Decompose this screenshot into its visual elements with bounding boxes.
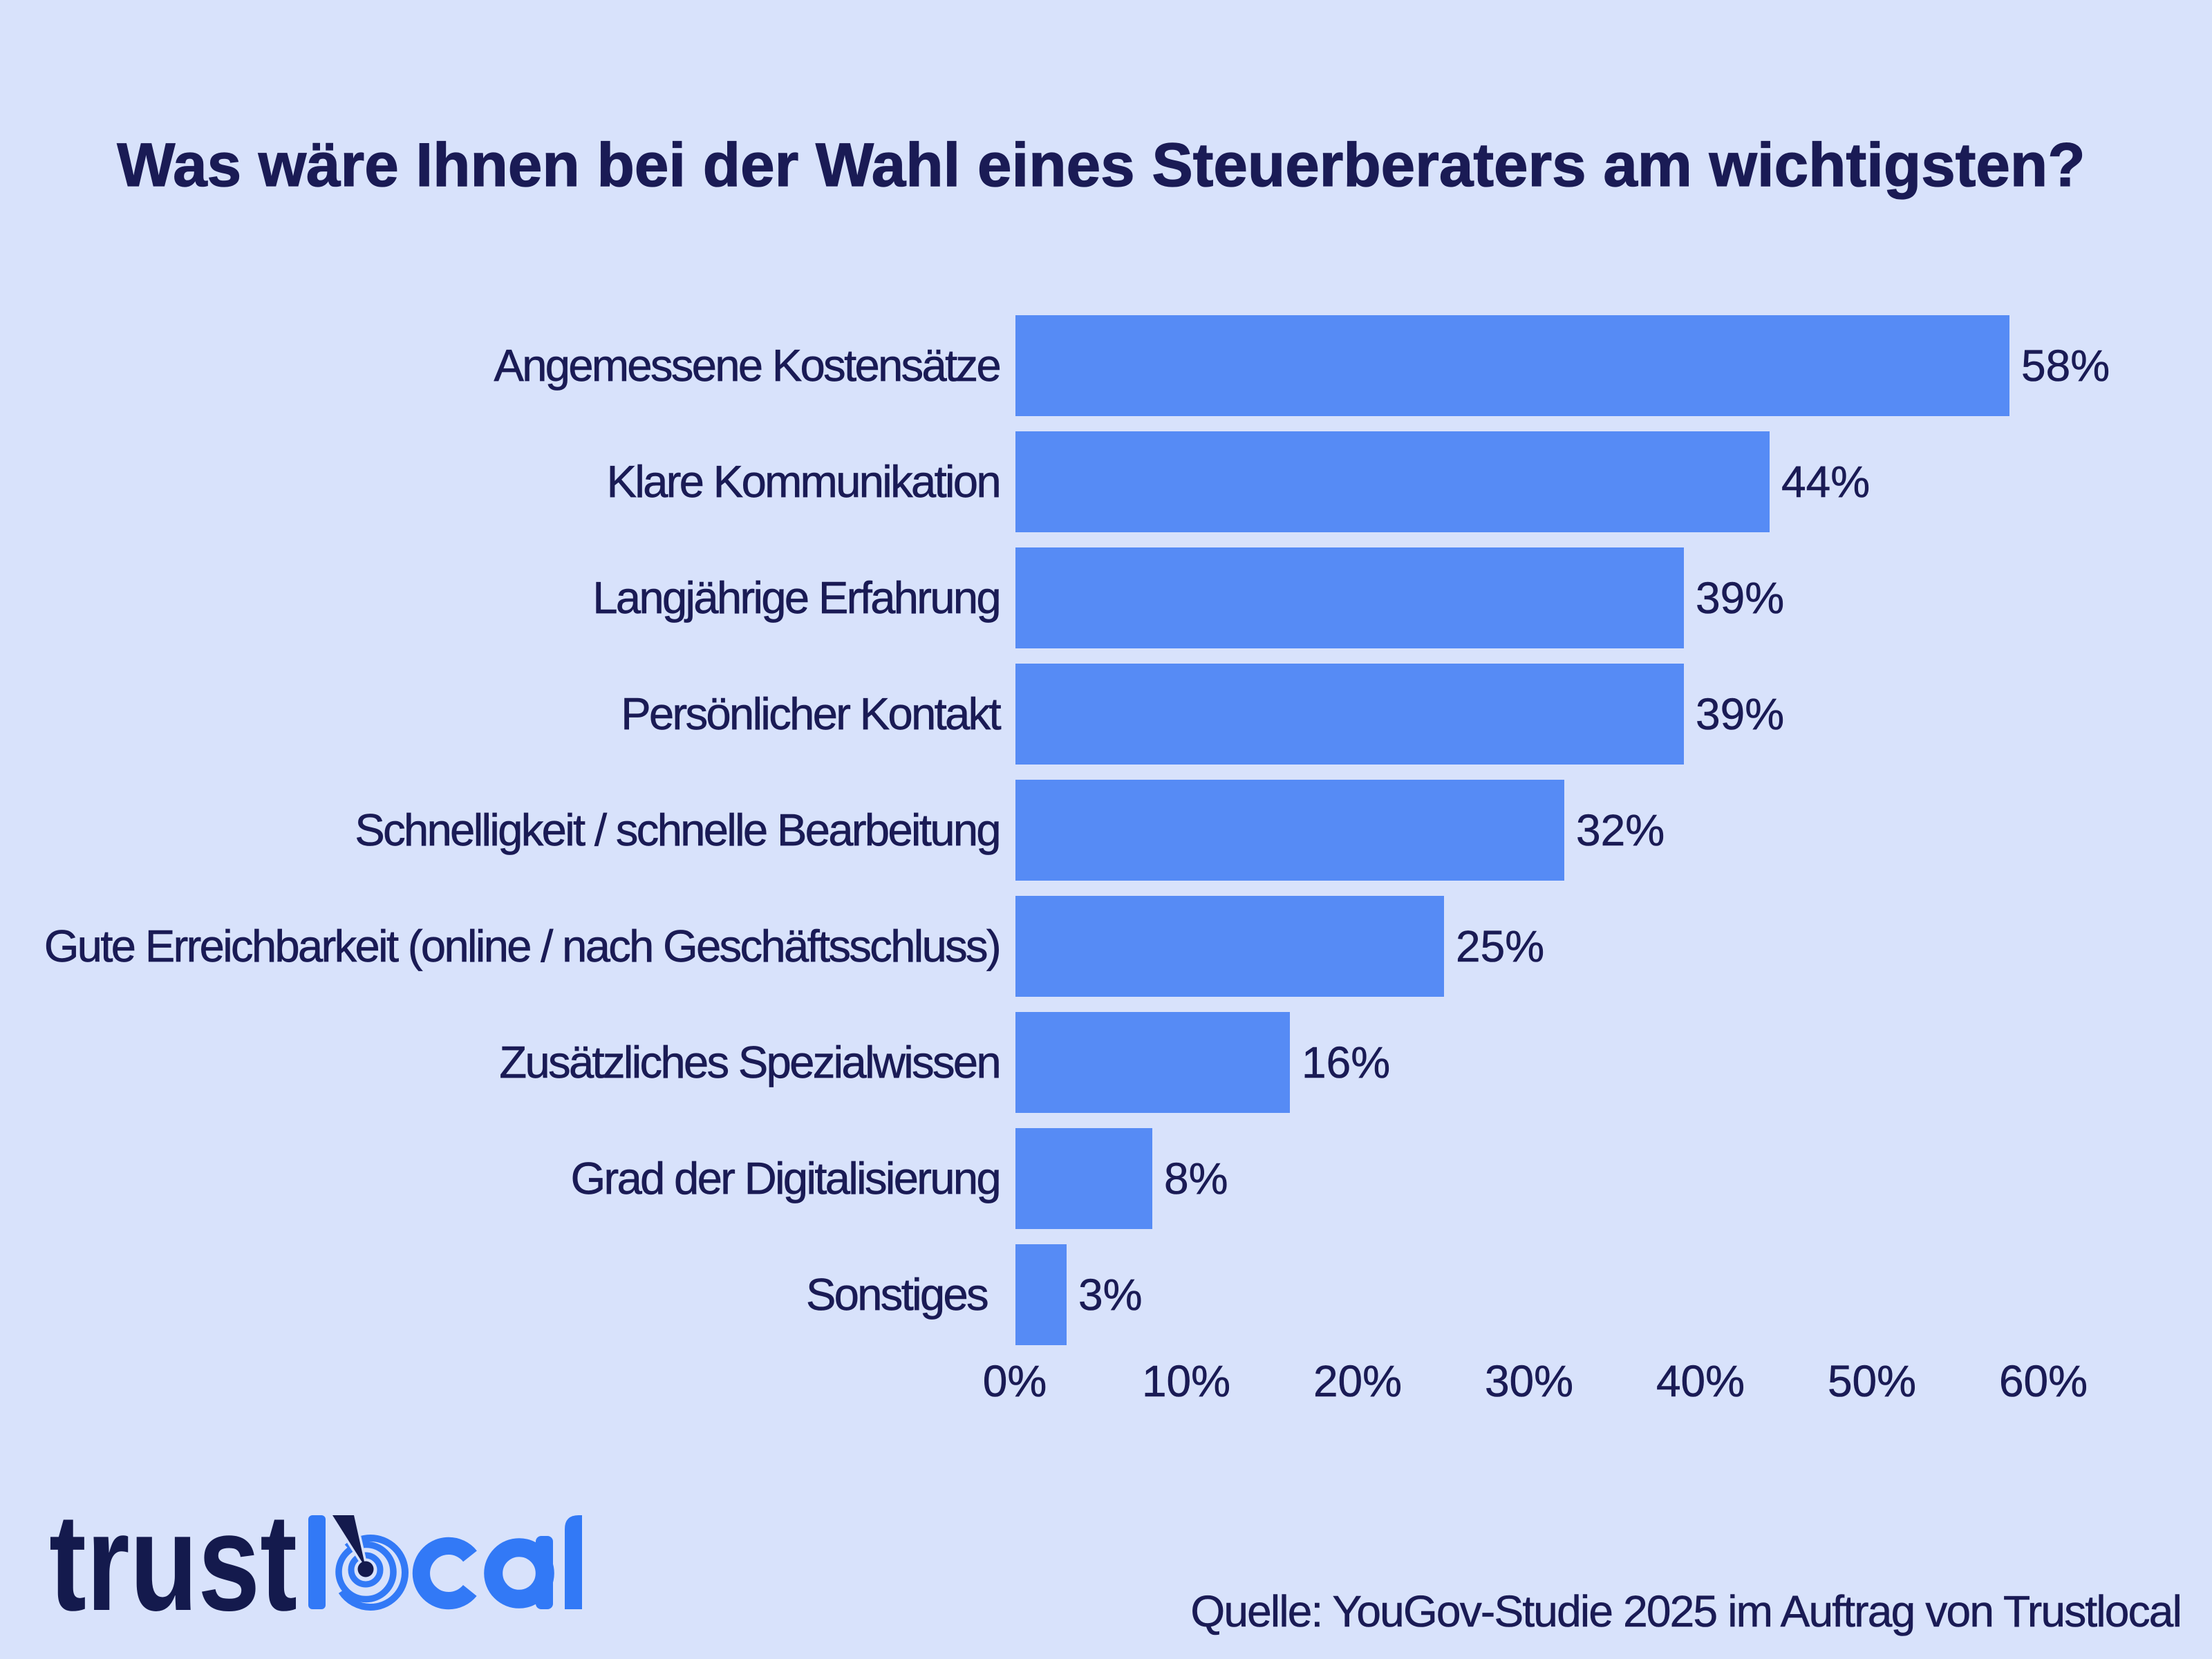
svg-text:trust: trust	[49, 1485, 297, 1640]
